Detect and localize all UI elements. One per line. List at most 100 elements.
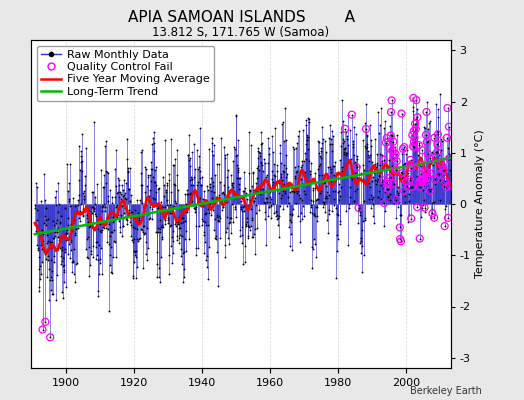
- Point: [178, 279, 187, 286]
- Point: [391, 167, 400, 173]
- Point: [424, 138, 432, 144]
- Point: [429, 153, 438, 160]
- Point: [214, 283, 223, 290]
- Point: [183, 191, 192, 198]
- Point: [154, 186, 162, 192]
- Point: [417, 213, 425, 220]
- Point: [292, 144, 300, 151]
- Point: [379, 156, 388, 163]
- Point: [83, 212, 92, 218]
- Point: [316, 155, 325, 162]
- Point: [331, 158, 339, 165]
- Point: [101, 143, 110, 150]
- Point: [441, 178, 449, 184]
- Point: [397, 238, 405, 244]
- Point: [162, 210, 170, 216]
- Point: [57, 260, 65, 267]
- Point: [247, 142, 256, 149]
- Point: [390, 200, 398, 206]
- Point: [335, 180, 343, 187]
- Point: [50, 235, 58, 242]
- Point: [177, 212, 185, 218]
- Point: [260, 156, 268, 162]
- Point: [423, 170, 431, 176]
- Point: [330, 196, 339, 202]
- Point: [313, 196, 322, 202]
- Point: [92, 213, 100, 219]
- Point: [112, 204, 121, 210]
- Point: [330, 202, 339, 208]
- Point: [326, 122, 334, 128]
- Point: [35, 288, 43, 294]
- Point: [427, 185, 435, 192]
- Point: [305, 178, 313, 185]
- Point: [425, 188, 434, 194]
- Point: [421, 209, 429, 215]
- Point: [406, 161, 414, 168]
- Point: [341, 126, 349, 132]
- Point: [344, 142, 353, 148]
- Point: [77, 148, 85, 155]
- Point: [129, 259, 138, 266]
- Point: [228, 180, 236, 186]
- Point: [60, 279, 68, 286]
- Point: [362, 126, 370, 132]
- Point: [441, 202, 450, 209]
- Point: [302, 137, 311, 144]
- Point: [299, 212, 308, 219]
- Point: [49, 253, 58, 260]
- Point: [347, 167, 356, 173]
- Point: [110, 211, 118, 217]
- Point: [190, 174, 199, 180]
- Point: [137, 226, 146, 232]
- Point: [83, 235, 91, 242]
- Point: [162, 187, 170, 193]
- Point: [174, 225, 183, 231]
- Point: [373, 160, 381, 166]
- Point: [202, 197, 210, 204]
- Point: [140, 207, 148, 214]
- Point: [130, 248, 138, 254]
- Point: [399, 177, 407, 184]
- Point: [411, 121, 420, 128]
- Point: [325, 164, 334, 170]
- Point: [108, 229, 116, 236]
- Point: [120, 210, 128, 216]
- Point: [288, 188, 297, 194]
- Point: [56, 220, 64, 226]
- Point: [440, 155, 449, 161]
- Point: [181, 190, 190, 197]
- Point: [222, 228, 231, 235]
- Point: [412, 105, 421, 112]
- Point: [392, 158, 401, 164]
- Point: [387, 97, 396, 104]
- Point: [252, 210, 260, 216]
- Point: [133, 226, 141, 232]
- Point: [104, 192, 113, 199]
- Point: [274, 215, 282, 222]
- Point: [245, 170, 253, 176]
- Point: [406, 176, 414, 183]
- Point: [289, 187, 297, 194]
- Point: [386, 196, 395, 203]
- Point: [119, 193, 128, 199]
- Point: [152, 189, 160, 195]
- Point: [188, 176, 196, 182]
- Point: [161, 189, 170, 196]
- Point: [403, 182, 411, 189]
- Point: [368, 174, 377, 180]
- Point: [105, 252, 114, 258]
- Point: [178, 215, 187, 222]
- Point: [268, 201, 277, 207]
- Point: [302, 141, 311, 148]
- Point: [73, 202, 82, 208]
- Point: [261, 200, 269, 206]
- Point: [93, 238, 101, 245]
- Point: [417, 171, 425, 177]
- Point: [83, 219, 92, 225]
- Point: [200, 228, 209, 235]
- Point: [130, 207, 139, 213]
- Point: [163, 180, 172, 186]
- Point: [321, 209, 329, 215]
- Point: [290, 188, 299, 194]
